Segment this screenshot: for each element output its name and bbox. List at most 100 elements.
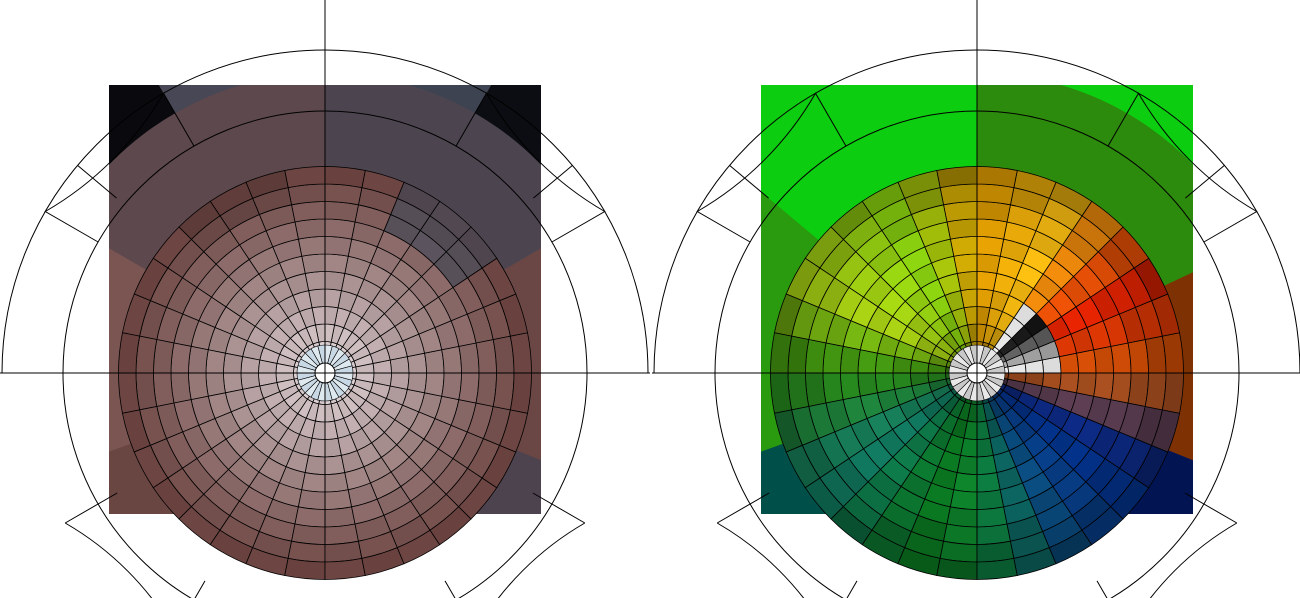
wheel-cell: [304, 454, 326, 475]
hub-ring: [296, 344, 354, 402]
wheel-cell: [976, 166, 1018, 189]
wheel-cell: [205, 349, 226, 374]
outer-circle: [62, 110, 588, 598]
wheel-cell: [805, 372, 827, 407]
wheel-cell: [949, 489, 978, 510]
wheel-cell: [294, 218, 326, 240]
wheel-cell: [475, 372, 497, 407]
wheel-cell: [170, 372, 192, 404]
wheel-cell: [822, 372, 844, 404]
wheel-cell: [324, 506, 356, 528]
wheel-cell: [308, 437, 326, 458]
bottom-arc-edge: [846, 580, 858, 598]
reference-lines: [0, 0, 650, 598]
wheel-cell: [770, 332, 793, 374]
bottom-arc: [64, 522, 153, 598]
wheel-cell: [223, 352, 244, 374]
bottom-arc-edge: [1184, 492, 1238, 524]
wheel-cell: [976, 201, 1011, 223]
outer-circle: [714, 110, 1240, 598]
wheel-cell: [1076, 349, 1097, 374]
wheel-cell: [840, 372, 861, 401]
wheel-cell: [297, 236, 326, 257]
wheel-cell: [294, 506, 326, 528]
wheel-cell: [1161, 372, 1184, 414]
wheel-cell: [170, 342, 192, 374]
wheel-cell: [960, 437, 978, 458]
wheel-cell: [458, 372, 480, 404]
top-arc: [1, 49, 649, 374]
wheel-cell: [424, 349, 445, 374]
wheel-cell: [875, 352, 896, 374]
wheel-cell: [956, 454, 978, 475]
wheel-disk: [770, 166, 1184, 580]
wheel-cell: [1093, 345, 1114, 374]
wheel-cell: [857, 349, 878, 374]
bottom-arc-edge: [716, 492, 770, 524]
wheel-cell: [324, 218, 356, 240]
wheel-cell: [324, 201, 359, 223]
wheel-cell: [787, 335, 810, 374]
wheel-cell: [324, 472, 349, 493]
fan-edge: [533, 164, 573, 199]
wheel-cell: [118, 372, 141, 414]
wheel-cell: [458, 342, 480, 374]
wheel-cell: [1144, 335, 1167, 374]
wheel-cell: [976, 253, 1001, 274]
wheel-cell: [1076, 372, 1097, 397]
saturated-color-wheel-panel: [652, 0, 1300, 598]
bottom-arc-edge: [194, 580, 206, 598]
top-arc: [653, 49, 1300, 374]
wheel-cell: [324, 236, 353, 257]
wheel-cell: [441, 345, 462, 374]
bottom-arc-edge: [64, 492, 118, 524]
wheel-cell: [509, 332, 532, 374]
wheel-cell: [441, 372, 462, 401]
wheel-cell: [205, 372, 226, 397]
bottom-arc: [716, 522, 805, 598]
wheel-cell: [324, 166, 366, 189]
wheel-cell: [324, 557, 366, 580]
wheel-cell: [324, 288, 342, 309]
wheel-cell: [976, 540, 1015, 563]
wheel-cell: [822, 342, 844, 374]
wheel-cell: [284, 166, 326, 189]
fan-edge: [77, 164, 117, 199]
wheel-cell: [1144, 372, 1167, 411]
wheel-cell: [976, 506, 1008, 528]
wheel-cell: [287, 540, 326, 563]
wheel-cell: [1161, 332, 1184, 374]
wheel-cell: [939, 540, 978, 563]
wheel-cell: [301, 253, 326, 274]
wheel-cell: [949, 236, 978, 257]
wheel-cell: [297, 489, 326, 510]
wheel-cell: [840, 345, 861, 374]
fan-edge: [729, 164, 769, 199]
wheel-cell: [135, 372, 158, 411]
bottom-arc: [1149, 522, 1238, 598]
wheel-cell: [475, 339, 497, 374]
wheel-cell: [1041, 372, 1062, 390]
wheel-cell: [976, 557, 1018, 580]
wheel-cell: [976, 288, 994, 309]
upper-left-band: [109, 85, 325, 274]
wheel-cell: [953, 253, 978, 274]
wheel-cell: [976, 271, 998, 292]
wheel-cell: [892, 356, 913, 374]
wheel-cell: [1110, 342, 1132, 374]
wheel-cell: [976, 523, 1011, 545]
bottom-arc-edge: [1096, 580, 1108, 598]
upper-fan-outline: [696, 92, 847, 243]
upper-fan-outline: [44, 92, 195, 243]
wheel-cell: [1110, 372, 1132, 404]
wheel-cell: [976, 218, 1008, 240]
wheel-cell: [943, 523, 978, 545]
wheel-cell: [953, 472, 978, 493]
bottom-arc: [497, 522, 586, 598]
wheel-cell: [324, 183, 363, 206]
wheel-cell: [1093, 372, 1114, 401]
wheel-cell: [857, 372, 878, 397]
wheel-cell: [188, 345, 209, 374]
wheel-cell: [805, 339, 827, 374]
